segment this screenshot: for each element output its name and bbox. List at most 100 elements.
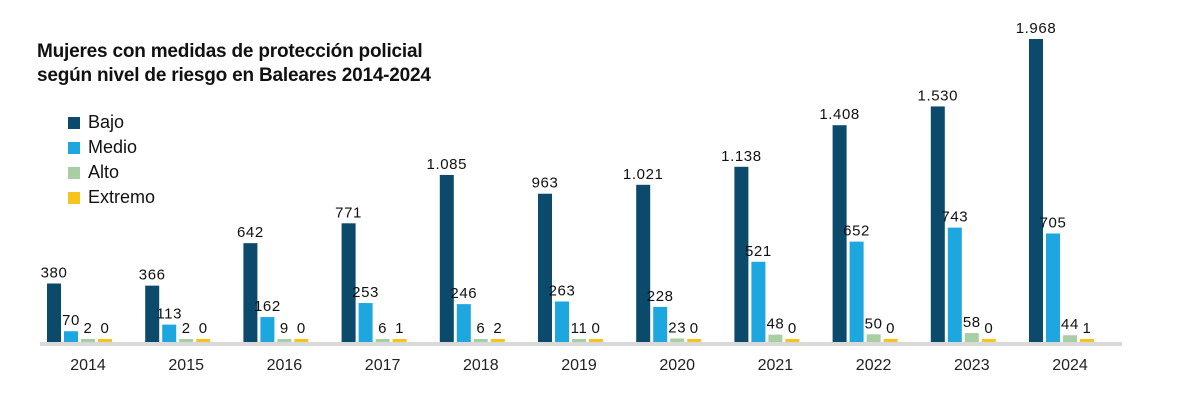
bar-extremo-2016 bbox=[294, 339, 309, 342]
bar-bajo-2022 bbox=[832, 125, 847, 342]
bar-medio-2019 bbox=[555, 301, 569, 342]
bar-extremo-2021 bbox=[785, 339, 800, 342]
data-label-medio-2024: 705 bbox=[1040, 214, 1067, 231]
legend-label-alto: Alto bbox=[88, 162, 120, 182]
data-label-bajo-2021: 1.138 bbox=[721, 148, 762, 165]
bar-extremo-2024 bbox=[1080, 339, 1094, 342]
data-label-extremo-2018: 2 bbox=[493, 320, 502, 337]
x-tick-label-2018: 2018 bbox=[463, 357, 499, 374]
data-label-bajo-2016: 642 bbox=[237, 224, 264, 241]
bar-alto-2015 bbox=[179, 339, 194, 342]
legend-swatch-bajo bbox=[68, 116, 80, 129]
bar-medio-2014 bbox=[64, 331, 78, 342]
data-label-bajo-2022: 1.408 bbox=[819, 106, 860, 123]
chart-title-line-1: Mujeres con medidas de protección polici… bbox=[37, 41, 423, 62]
data-label-extremo-2016: 0 bbox=[297, 320, 306, 337]
data-label-medio-2020: 228 bbox=[647, 288, 674, 305]
data-label-alto-2023: 58 bbox=[963, 314, 981, 331]
bar-alto-2023 bbox=[964, 333, 979, 342]
bar-bajo-2014 bbox=[47, 283, 61, 342]
data-label-medio-2023: 743 bbox=[941, 209, 968, 226]
x-tick-label-2016: 2016 bbox=[267, 357, 303, 374]
bar-alto-2024 bbox=[1063, 335, 1077, 342]
legend-item-extremo: Extremo bbox=[68, 185, 155, 210]
data-label-extremo-2024: 1 bbox=[1083, 320, 1092, 337]
bar-bajo-2020 bbox=[636, 184, 651, 342]
legend: Bajo Medio Alto Extremo bbox=[68, 110, 155, 210]
legend-swatch-alto bbox=[68, 166, 80, 179]
bar-medio-2020 bbox=[653, 306, 668, 342]
data-label-medio-2014: 70 bbox=[62, 312, 80, 329]
legend-swatch-extremo bbox=[68, 191, 80, 204]
data-label-medio-2021: 521 bbox=[745, 243, 772, 260]
x-tick-label-2014: 2014 bbox=[70, 357, 106, 374]
data-label-bajo-2014: 380 bbox=[41, 264, 68, 281]
legend-item-alto: Alto bbox=[68, 160, 155, 185]
bar-alto-2021 bbox=[768, 334, 783, 342]
legend-label-bajo: Bajo bbox=[88, 112, 125, 132]
bar-bajo-2017 bbox=[341, 223, 356, 342]
x-tick-label-2020: 2020 bbox=[659, 357, 695, 374]
data-label-alto-2024: 44 bbox=[1061, 316, 1079, 333]
bar-medio-2023 bbox=[947, 227, 962, 342]
data-label-medio-2019: 263 bbox=[549, 283, 576, 300]
x-tick-label-2022: 2022 bbox=[856, 357, 892, 374]
legend-item-medio: Medio bbox=[68, 135, 155, 160]
data-label-extremo-2019: 0 bbox=[592, 320, 601, 337]
data-label-bajo-2018: 1.085 bbox=[427, 156, 468, 173]
legend-item-bajo: Bajo bbox=[68, 110, 155, 135]
data-label-alto-2015: 2 bbox=[182, 320, 191, 337]
x-tick-label-2024: 2024 bbox=[1052, 357, 1088, 374]
data-label-medio-2022: 652 bbox=[843, 223, 870, 240]
data-label-bajo-2015: 366 bbox=[139, 267, 166, 284]
data-label-bajo-2017: 771 bbox=[335, 204, 362, 221]
data-label-alto-2020: 23 bbox=[668, 319, 686, 336]
chart-title: Mujeres con medidas de protección polici… bbox=[37, 40, 431, 88]
data-label-extremo-2015: 0 bbox=[199, 320, 208, 337]
bar-alto-2019 bbox=[572, 339, 586, 342]
x-tick-label-2023: 2023 bbox=[954, 357, 990, 374]
data-label-medio-2016: 162 bbox=[254, 298, 281, 315]
bar-extremo-2020 bbox=[687, 339, 702, 342]
bar-bajo-2021 bbox=[734, 166, 749, 342]
data-label-extremo-2022: 0 bbox=[886, 320, 895, 337]
bar-bajo-2024 bbox=[1029, 39, 1043, 342]
legend-label-extremo: Extremo bbox=[88, 187, 156, 207]
data-label-bajo-2019: 963 bbox=[532, 175, 559, 192]
data-label-extremo-2023: 0 bbox=[984, 320, 993, 337]
data-label-extremo-2020: 0 bbox=[690, 320, 699, 337]
data-label-alto-2021: 48 bbox=[766, 316, 784, 333]
data-label-alto-2018: 6 bbox=[476, 320, 485, 337]
bar-medio-2017 bbox=[358, 303, 373, 342]
data-label-medio-2018: 246 bbox=[450, 285, 477, 302]
x-tick-label-2019: 2019 bbox=[561, 357, 597, 374]
bar-extremo-2017 bbox=[392, 339, 407, 342]
bar-extremo-2015 bbox=[196, 339, 211, 342]
x-tick-label-2015: 2015 bbox=[168, 357, 204, 374]
bar-bajo-2019 bbox=[538, 193, 552, 342]
x-tick-label-2021: 2021 bbox=[758, 357, 794, 374]
bar-medio-2021 bbox=[751, 261, 766, 342]
data-label-extremo-2014: 0 bbox=[101, 320, 110, 337]
bar-extremo-2022 bbox=[883, 339, 898, 342]
data-label-medio-2017: 253 bbox=[352, 284, 379, 301]
bar-medio-2015 bbox=[162, 324, 177, 342]
data-label-bajo-2023: 1.530 bbox=[918, 87, 959, 104]
bar-alto-2016 bbox=[277, 339, 292, 342]
bar-extremo-2023 bbox=[981, 339, 996, 342]
x-axis-baseline bbox=[40, 342, 1122, 346]
data-label-extremo-2017: 1 bbox=[395, 320, 404, 337]
bar-bajo-2018 bbox=[439, 174, 454, 342]
data-label-alto-2016: 9 bbox=[280, 320, 289, 337]
bar-medio-2022 bbox=[849, 241, 864, 342]
bar-bajo-2015 bbox=[145, 285, 160, 342]
bar-medio-2016 bbox=[260, 317, 275, 342]
legend-swatch-medio bbox=[68, 141, 80, 154]
bar-extremo-2014 bbox=[98, 339, 112, 342]
data-label-alto-2014: 2 bbox=[84, 320, 93, 337]
bar-extremo-2018 bbox=[490, 339, 505, 342]
data-label-extremo-2021: 0 bbox=[788, 320, 797, 337]
data-label-alto-2022: 50 bbox=[865, 315, 883, 332]
